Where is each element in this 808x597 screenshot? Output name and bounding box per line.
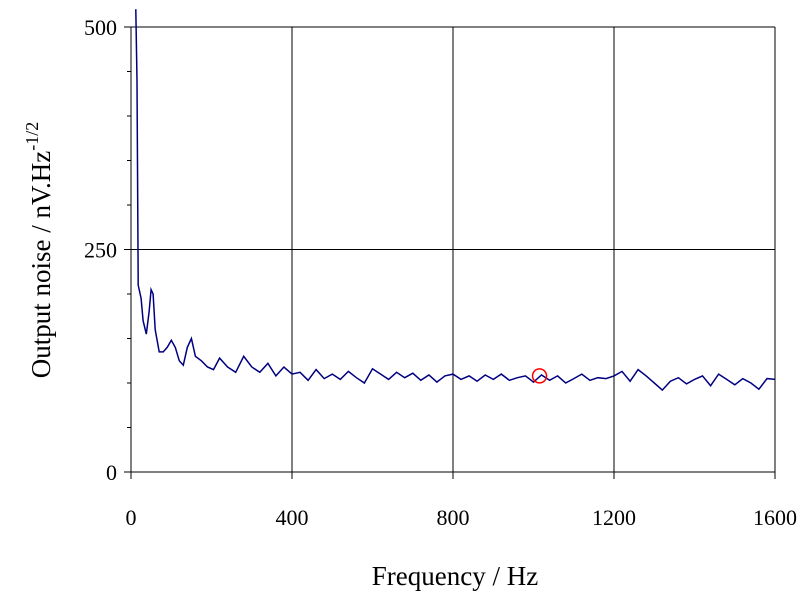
x-tick-label: 1200 [592,505,636,530]
x-tick-label: 0 [126,505,137,530]
x-tick-label: 1600 [753,505,797,530]
y-tick-label: 250 [84,238,117,263]
marker [531,368,548,384]
x-tick-label: 800 [437,505,470,530]
y-tick-label: 500 [84,15,117,40]
y-axis-label-main: Output noise / nV.Hz [26,151,56,379]
x-tick-label: 400 [276,505,309,530]
y-axis-label: Output noise / nV.Hz-1/2 [22,122,56,379]
y-tick-label: 0 [106,460,117,485]
y-axis-label-superscript: -1/2 [22,122,42,151]
x-axis-label: Frequency / Hz [372,561,538,591]
data-line [135,9,776,392]
